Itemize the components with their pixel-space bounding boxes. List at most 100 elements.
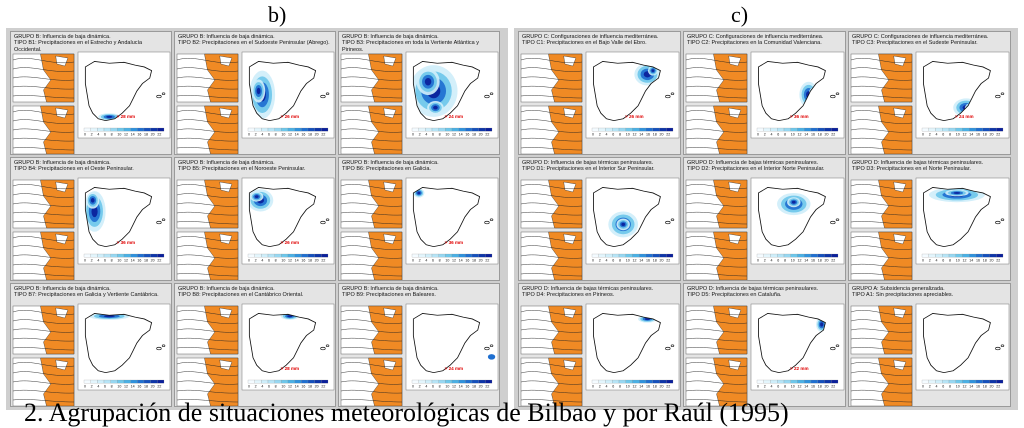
precipitation-map: > 36 mm0 2 4 6 8 10 12 14 16 18 20 22: [405, 177, 499, 265]
legend-tick-label: 18: [472, 133, 476, 137]
precipitation-legend: 0 2 4 6 8 10 12 14 16 18 20 22: [83, 253, 165, 263]
legend-tick-label: 10: [281, 259, 285, 263]
synoptic-map-upper: [850, 305, 913, 355]
precipitation-legend: 0 2 4 6 8 10 12 14 16 18 20 22: [591, 253, 674, 263]
synoptic-map-lower: [685, 357, 748, 406]
panel-title-line1: GRUPO B: Influencia de baja dinámica.: [178, 34, 275, 40]
panel-title-line1: GRUPO C: Configuraciones de influencia m…: [522, 34, 659, 40]
legend-tick-label: 14: [804, 385, 808, 389]
legend-tick-label: 8: [111, 133, 113, 137]
weather-type-panel: GRUPO D: Influencia de bajas térmicas pe…: [848, 157, 1011, 281]
legend-tick-label: 4: [97, 133, 99, 137]
legend-tick-label: 4: [425, 133, 427, 137]
group-b-figure: GRUPO B: Influencia de baja dinámica. TIP…: [6, 28, 508, 410]
weather-type-panel: GRUPO D: Influencia de bajas térmicas pe…: [518, 157, 681, 281]
synoptic-map-lower: [12, 357, 75, 406]
legend-tick-label: 6: [777, 385, 779, 389]
panel-graphics: > 22 mm 0 2 4 6 8 10 12 14 16 18 20 22: [685, 303, 845, 406]
legend-tick-label: 0: [922, 259, 924, 263]
precipitation-map: > 28 mm 0 2 4 6 8 10 12 14 16 18 20 22: [241, 303, 335, 391]
legend-tick-label: 20: [660, 133, 664, 137]
legend-tick-label: 20: [660, 385, 664, 389]
legend-tick-label: 20: [479, 259, 483, 263]
max-precipitation-label: > 36 mm: [445, 240, 464, 245]
precipitation-map: 0 2 4 6 8 10 12 14 16 18 20 22: [915, 177, 1010, 265]
legend-tick-label: 0: [412, 385, 414, 389]
legend-tick-label: 22: [321, 259, 325, 263]
legend-tick-label: 22: [485, 385, 489, 389]
legend-tick-label: 2: [599, 133, 601, 137]
legend-tick-label: 20: [151, 259, 155, 263]
legend-tick-label: 20: [660, 259, 664, 263]
legend-tick-label: 18: [308, 385, 312, 389]
legend-tick-label: 0: [922, 385, 924, 389]
legend-tick-label: 4: [606, 259, 608, 263]
synoptic-map-upper: [520, 179, 583, 229]
synoptic-map-lower: [12, 105, 75, 154]
panel-graphics: 0 2 4 6 8 10 12 14 16 18 20 22: [685, 177, 845, 280]
precipitation-map: > 26 mm 0 2 4 6 8 10 12 14 16 18 20 22: [241, 51, 335, 139]
legend-tick-label: 8: [619, 385, 621, 389]
legend-tick-label: 8: [784, 259, 786, 263]
panel-graphics: 0 2 4 6 8 10 12 14 16 18 20 22: [12, 303, 171, 406]
precipitation-map: 0 2 4 6 8 10 12 14 16 18 20 22: [585, 303, 680, 391]
legend-tick-label: 16: [811, 385, 815, 389]
legend-tick-label: 22: [666, 259, 670, 263]
legend-tick-label: 2: [419, 133, 421, 137]
precipitation-legend: 0 2 4 6 8 10 12 14 16 18 20 22: [591, 127, 674, 137]
legend-tick-label: 22: [321, 385, 325, 389]
legend-tick-label: 0: [248, 133, 250, 137]
panel-title: GRUPO D: Influencia de bajas térmicas pe…: [687, 160, 842, 173]
legend-tick-label: 2: [255, 385, 257, 389]
legend-tick-label: 0: [757, 385, 759, 389]
legend-tick-label: 12: [124, 385, 128, 389]
legend-tick-label: 18: [983, 133, 987, 137]
legend-tick-label: 10: [445, 385, 449, 389]
panel-title-line2: TIPO C1: Precipitaciones en el Bajo Vall…: [522, 40, 647, 47]
weather-type-panel: GRUPO B: Influencia de baja dinámica. TIP…: [338, 283, 500, 407]
panel-graphics: > 28 mm 0 2 4 6 8 10 12 14 16 18 20 22: [12, 51, 171, 154]
max-precipitation-label: > 26 mm: [625, 114, 644, 119]
synoptic-map-lower: [520, 105, 583, 154]
legend-tick-label: 2: [929, 133, 931, 137]
legend-tick-label: 22: [666, 133, 670, 137]
legend-tick-label: 18: [983, 259, 987, 263]
legend-tick-label: 6: [104, 133, 106, 137]
precipitation-map: > 22 mm 0 2 4 6 8 10 12 14 16 18 20 22: [750, 303, 845, 391]
legend-tick-label: 8: [619, 133, 621, 137]
precipitation-legend: 0 2 4 6 8 10 12 14 16 18 20 22: [756, 379, 839, 389]
legend-tick-label: 8: [784, 385, 786, 389]
legend-tick-label: 0: [412, 133, 414, 137]
legend-tick-label: 20: [825, 259, 829, 263]
legend-tick-label: 14: [639, 259, 643, 263]
synoptic-map-lower: [176, 357, 239, 406]
panel-label-b: b): [268, 2, 287, 27]
legend-tick-label: 22: [831, 259, 835, 263]
legend-tick-label: 6: [432, 133, 434, 137]
synoptic-map-upper: [340, 179, 403, 229]
panel-title: GRUPO A: Subsidencia generalizada. TIPO A…: [852, 286, 1007, 299]
synoptic-map-upper: [685, 305, 748, 355]
legend-tick-label: 18: [818, 385, 822, 389]
synoptic-map-lower: [520, 357, 583, 406]
legend-tick-label: 20: [990, 133, 994, 137]
panel-graphics: > 26 mm 0 2 4 6 8 10 12 14 16 18 20 22: [520, 51, 680, 154]
legend-tick-label: 18: [653, 133, 657, 137]
legend-tick-label: 2: [929, 259, 931, 263]
legend-tick-label: 6: [104, 385, 106, 389]
legend-tick-label: 4: [97, 259, 99, 263]
legend-tick-label: 22: [666, 385, 670, 389]
panel-title: GRUPO B: Influencia de baja dinámica. TIP…: [178, 286, 332, 299]
weather-type-panel: GRUPO B: Influencia de baja dinámica. TIP…: [10, 31, 172, 155]
precipitation-map: > 24 mm 0 2 4 6 8 10 12 14 16 18 20 22: [405, 51, 499, 139]
legend-tick-label: 12: [288, 133, 292, 137]
synoptic-map-lower: [12, 231, 75, 280]
legend-tick-label: 22: [485, 259, 489, 263]
legend-tick-label: 18: [308, 259, 312, 263]
legend-tick-label: 22: [996, 385, 1000, 389]
precipitation-map: > 36 mm0 2 4 6 8 10 12 14 16 18 20 22: [750, 51, 845, 139]
synoptic-map-upper: [176, 53, 239, 103]
panel-title-line2: TIPO D1: Precipitaciones en el Interior …: [522, 166, 655, 173]
panel-title-line1: GRUPO D: Influencia de bajas térmicas pe…: [522, 160, 654, 166]
legend-tick-label: 2: [764, 133, 766, 137]
